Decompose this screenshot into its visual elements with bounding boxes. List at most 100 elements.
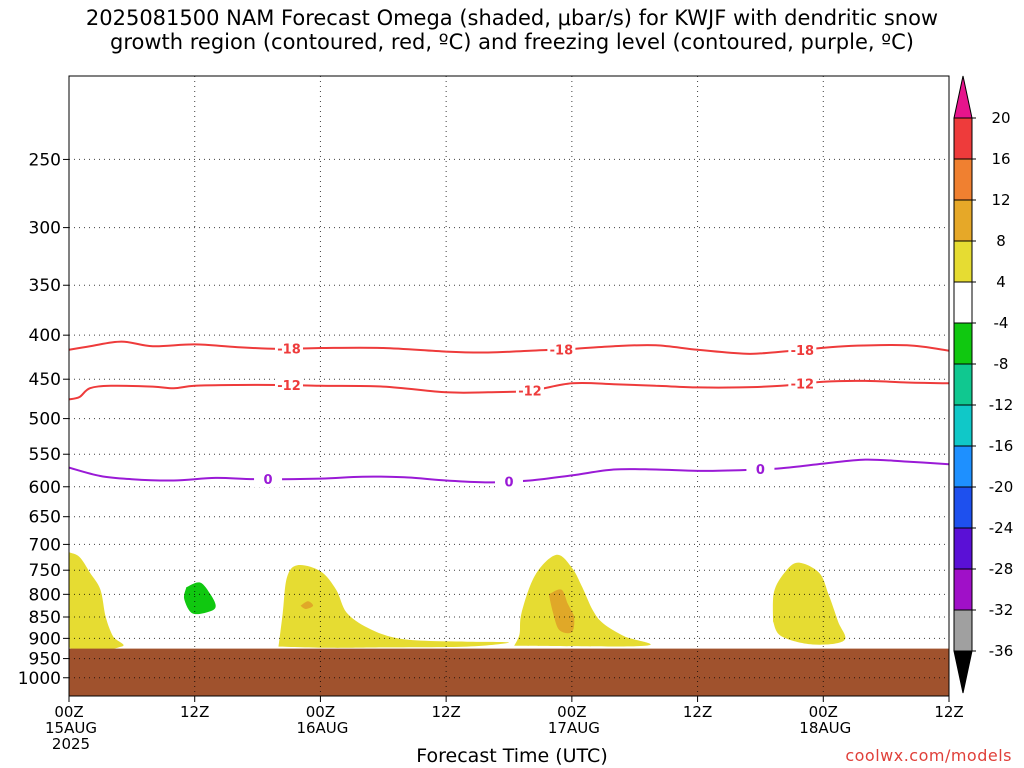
contour-label-bg xyxy=(547,341,576,358)
x-tick-label: 00Z xyxy=(557,703,586,721)
y-tick-label: 600 xyxy=(29,478,61,498)
contour-label: 0 xyxy=(504,475,513,490)
contour-label: -12 xyxy=(518,385,542,400)
colorbar-label: -8 xyxy=(994,355,1009,373)
shaded-region-0 xyxy=(69,552,124,654)
surface-fill xyxy=(69,648,949,696)
x-tick-label: 12Z xyxy=(683,703,712,721)
x-tick-label: 12Z xyxy=(180,703,209,721)
colorbar-bin xyxy=(953,117,973,160)
y-tick-label: 850 xyxy=(29,608,61,628)
y-tick-label: 900 xyxy=(29,629,61,649)
x-tick-label: 16AUG xyxy=(296,719,348,737)
colorbar-label: 20 xyxy=(991,109,1010,127)
colorbar-bin xyxy=(953,568,973,611)
y-tick-label: 1000 xyxy=(18,669,61,689)
contour-label-bg xyxy=(275,340,303,357)
shaded-regions xyxy=(69,552,846,654)
y-tick-label: 950 xyxy=(29,650,61,670)
contour-label-bg xyxy=(788,375,817,392)
contour-lines xyxy=(69,340,949,484)
colorbar-top-arrow xyxy=(953,75,973,119)
colorbar-bin xyxy=(953,281,973,324)
y-tick-label: 350 xyxy=(29,276,61,296)
x-tick-label: 15AUG xyxy=(45,719,97,737)
colorbar: 20 16 12 8 4 -4 -8 -12 -16 -20 -24 -28 -32 -36 xyxy=(953,75,1014,694)
shaded-region-5 xyxy=(548,589,575,634)
y-tick-label: 650 xyxy=(29,508,61,528)
colorbar-bottom-arrow xyxy=(953,650,973,694)
x-tick-label: 12Z xyxy=(934,703,963,721)
colorbar-bin xyxy=(953,486,973,529)
contour-label-bg xyxy=(746,461,775,478)
grid-lines xyxy=(68,76,950,696)
y-tick-label: 250 xyxy=(29,150,61,170)
x-axis-title: Forecast Time (UTC) xyxy=(416,745,608,767)
shaded-region-2 xyxy=(278,564,509,648)
colorbar-label: 8 xyxy=(996,232,1006,250)
colorbar-label: -24 xyxy=(989,519,1014,537)
contour-label-bg xyxy=(495,473,523,490)
colorbar-label: -20 xyxy=(989,478,1014,496)
x-tick-label: 12Z xyxy=(431,703,460,721)
y-tick-label: 700 xyxy=(29,535,61,555)
shaded-region-6 xyxy=(772,562,846,645)
contour-label: -18 xyxy=(277,343,301,358)
title-line-2: growth region (contoured, red, ºC) and f… xyxy=(110,30,914,54)
title-line-1: 2025081500 NAM Forecast Omega (shaded, μ… xyxy=(85,6,939,30)
x-tick-label: 00Z xyxy=(54,703,83,721)
y-tick-label: 300 xyxy=(29,219,61,239)
x-tick-label: 17AUG xyxy=(548,719,600,737)
contour-label-bg xyxy=(275,377,303,394)
colorbar-bin xyxy=(953,158,973,201)
contour-line-0 xyxy=(69,340,949,355)
y-tick-label: 450 xyxy=(29,370,61,390)
y-tick-label: 800 xyxy=(29,585,61,605)
x-tick-label: 00Z xyxy=(306,703,335,721)
contour-label: 0 xyxy=(264,473,273,488)
colorbar-bin xyxy=(953,445,973,488)
contour-label: -18 xyxy=(550,343,574,358)
colorbar-label: -4 xyxy=(994,314,1009,332)
x-tick-label: 00Z xyxy=(809,703,838,721)
contour-label-bg xyxy=(515,382,544,399)
colorbar-label: -12 xyxy=(989,396,1014,414)
x-tick-label: 18AUG xyxy=(799,719,851,737)
colorbar-bin xyxy=(953,363,973,406)
colorbar-label: 4 xyxy=(996,273,1006,291)
x-tick-label: 2025 xyxy=(52,735,90,753)
y-tick-label: 750 xyxy=(29,561,61,581)
contour-line-1 xyxy=(69,379,949,401)
colorbar-bin xyxy=(953,199,973,242)
colorbar-label: -32 xyxy=(989,601,1014,619)
colorbar-bin xyxy=(953,240,973,283)
colorbar-label: -16 xyxy=(989,437,1014,455)
colorbar-bin xyxy=(953,609,973,652)
shaded-region-1 xyxy=(183,582,216,615)
shaded-region-3 xyxy=(300,601,314,609)
colorbar-bin xyxy=(953,527,973,570)
contour-label: -18 xyxy=(791,344,815,359)
colorbar-label: 12 xyxy=(991,191,1010,209)
shaded-region-4 xyxy=(514,554,651,647)
y-axis-ticks: 2503003504004505005506006507007508008509… xyxy=(18,150,69,689)
contour-label: 0 xyxy=(756,463,765,478)
colorbar-bin xyxy=(953,322,973,365)
colorbar-label: -36 xyxy=(989,642,1014,660)
colorbar-label: 16 xyxy=(991,150,1010,168)
y-tick-label: 550 xyxy=(29,445,61,465)
y-tick-label: 500 xyxy=(29,410,61,430)
contour-labels: -18 -18 -18 -12 -12 -12 0 0 0 xyxy=(254,340,817,490)
y-tick-label: 400 xyxy=(29,326,61,346)
colorbar-label: -28 xyxy=(989,560,1014,578)
colorbar-bin xyxy=(953,404,973,447)
site-credit: coolwx.com/models xyxy=(845,746,1012,765)
contour-label-bg xyxy=(788,341,817,358)
plot-frame xyxy=(68,75,950,697)
contour-label: -12 xyxy=(277,379,301,394)
contour-label: -12 xyxy=(791,378,815,393)
chart-title: 2025081500 NAM Forecast Omega (shaded, μ… xyxy=(0,6,1024,54)
contour-label-bg xyxy=(254,471,283,488)
